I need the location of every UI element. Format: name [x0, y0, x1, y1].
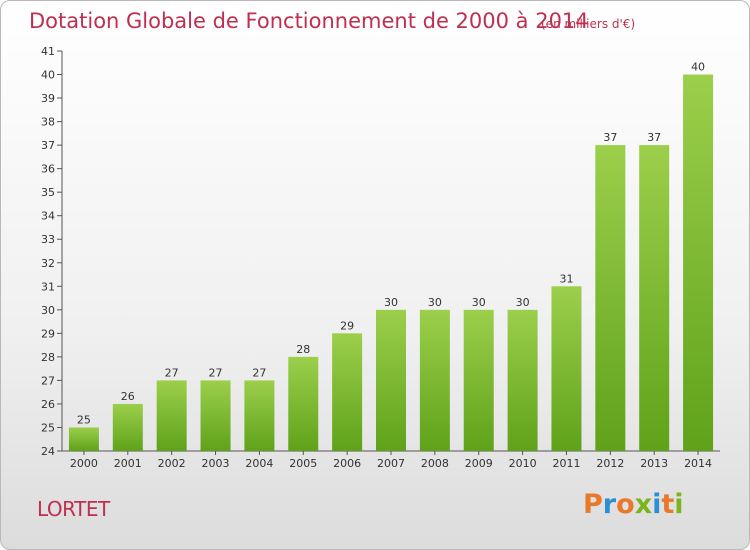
bar — [332, 333, 363, 451]
x-tick-label: 2013 — [640, 457, 668, 470]
y-tick-label: 39 — [41, 92, 55, 105]
bar — [507, 309, 538, 451]
data-label: 27 — [252, 366, 266, 379]
data-label: 27 — [165, 366, 179, 379]
y-tick-label: 33 — [41, 233, 55, 246]
chart-axes: 24 25 26 27 28 29 30 31 32 33 34 35 36 37 38 39 40 41 2000… — [41, 45, 720, 470]
bar — [244, 380, 275, 451]
x-tick-label: 2005 — [289, 457, 317, 470]
data-label: 37 — [647, 131, 661, 144]
data-label: 27 — [209, 366, 223, 379]
chart-title: Dotation Globale de Fonctionnement de 20… — [29, 9, 589, 33]
y-tick-label: 38 — [41, 116, 55, 129]
y-tick-label: 37 — [41, 139, 55, 152]
data-label: 30 — [384, 296, 398, 309]
y-tick-label: 30 — [41, 304, 55, 317]
data-label: 30 — [516, 296, 530, 309]
y-tick-label: 36 — [41, 163, 55, 176]
y-tick-label: 25 — [41, 421, 55, 434]
data-label: 30 — [428, 296, 442, 309]
y-tick-label: 35 — [41, 186, 55, 199]
data-label: 31 — [559, 272, 573, 285]
y-tick-label: 24 — [41, 445, 55, 458]
bar — [156, 380, 187, 451]
logo-letter: o — [616, 489, 635, 520]
logo-letter: t — [661, 489, 675, 520]
x-tick-label: 2006 — [333, 457, 361, 470]
bar — [288, 356, 319, 451]
data-label: 25 — [77, 413, 91, 426]
y-tick-label: 29 — [41, 327, 55, 340]
logo-letter: P — [583, 489, 603, 520]
x-tick-label: 2014 — [684, 457, 712, 470]
proxiti-logo[interactable]: Proxiti — [583, 489, 684, 520]
y-tick-label: 26 — [41, 398, 55, 411]
bar — [419, 309, 450, 451]
data-label: 28 — [296, 343, 310, 356]
data-label: 26 — [121, 390, 135, 403]
bar — [683, 74, 714, 451]
bar — [376, 309, 406, 451]
data-label: 37 — [603, 131, 617, 144]
bar — [595, 145, 626, 451]
chart-bars: 25 26 27 27 27 28 29 30 30 30 30 31 37 37 40 — [68, 61, 714, 451]
bar — [639, 145, 670, 451]
logo-letter: x — [634, 489, 653, 520]
chart-subtitle: (en milliers d'€) — [541, 17, 636, 31]
bar — [200, 380, 231, 451]
y-tick-label: 34 — [41, 210, 55, 223]
bar — [68, 427, 99, 451]
x-tick-label: 2000 — [70, 457, 98, 470]
x-tick-label: 2002 — [158, 457, 186, 470]
x-tick-label: 2011 — [552, 457, 580, 470]
y-tick-label: 40 — [41, 69, 55, 82]
y-tick-label: 41 — [41, 45, 55, 58]
x-tick-label: 2003 — [202, 457, 230, 470]
data-label: 30 — [472, 296, 486, 309]
x-tick-label: 2007 — [377, 457, 405, 470]
logo-letter: r — [602, 489, 617, 520]
x-tick-label: 2004 — [245, 457, 273, 470]
logo-letter: i — [652, 489, 662, 520]
x-tick-label: 2008 — [421, 457, 449, 470]
data-label: 29 — [340, 319, 354, 332]
logo-letter: i — [674, 489, 684, 520]
y-tick-label: 32 — [41, 257, 55, 270]
y-tick-label: 28 — [41, 351, 55, 364]
data-label: 40 — [691, 61, 705, 74]
x-tick-label: 2010 — [509, 457, 537, 470]
x-tick-label: 2001 — [114, 457, 142, 470]
y-tick-label: 27 — [41, 374, 55, 387]
bar — [112, 403, 143, 451]
y-tick-label: 31 — [41, 280, 55, 293]
bar — [463, 309, 494, 451]
bar — [551, 286, 582, 451]
commune-name: LORTET — [37, 497, 110, 521]
x-tick-label: 2012 — [596, 457, 624, 470]
x-tick-label: 2009 — [465, 457, 493, 470]
